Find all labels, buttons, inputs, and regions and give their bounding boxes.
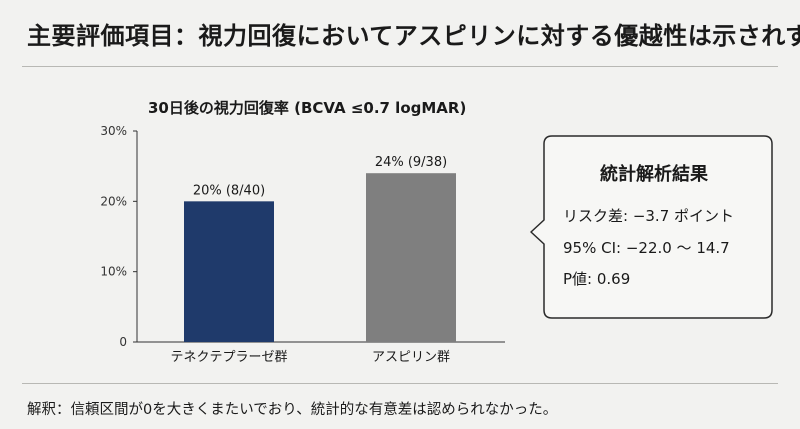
callout-heading: 統計解析結果 [600, 164, 708, 185]
slide-title: 主要評価項目：視力回復においてアスピリンに対する優越性は示されず [27, 22, 800, 50]
y-tick-label: 0 [119, 335, 127, 349]
bar-value-label: 20% (8/40) [193, 183, 265, 198]
x-category-label: アスピリン群 [372, 350, 450, 365]
bar [366, 173, 456, 342]
callout-box [530, 135, 773, 319]
chart-title: 30日後の視力回復率 (BCVA ≤0.7 logMAR) [148, 99, 467, 117]
bar-value-label: 24% (9/38) [375, 155, 447, 170]
risk-difference-text: リスク差: −3.7 ポイント [563, 207, 735, 225]
p-value-text: P値: 0.69 [563, 270, 631, 288]
y-tick-label: 10% [100, 265, 127, 279]
bar [184, 201, 274, 342]
confidence-interval-text: 95% CI: −22.0 〜 14.7 [563, 239, 730, 257]
y-tick-label: 20% [100, 194, 127, 208]
top-divider [22, 66, 778, 67]
y-tick-label: 30% [100, 124, 127, 138]
interpretation-note: 解釈：信頼区間が0を大きくまたいでおり、統計的な有意差は認められなかった。 [27, 402, 558, 418]
bottom-divider [22, 383, 778, 384]
x-category-label: テネクテプラーゼ群 [170, 350, 287, 365]
